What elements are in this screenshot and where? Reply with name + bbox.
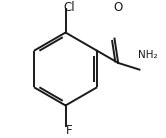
Text: NH₂: NH₂ <box>138 50 158 60</box>
Text: Cl: Cl <box>63 1 75 14</box>
Text: F: F <box>66 124 73 137</box>
Text: O: O <box>114 1 123 14</box>
